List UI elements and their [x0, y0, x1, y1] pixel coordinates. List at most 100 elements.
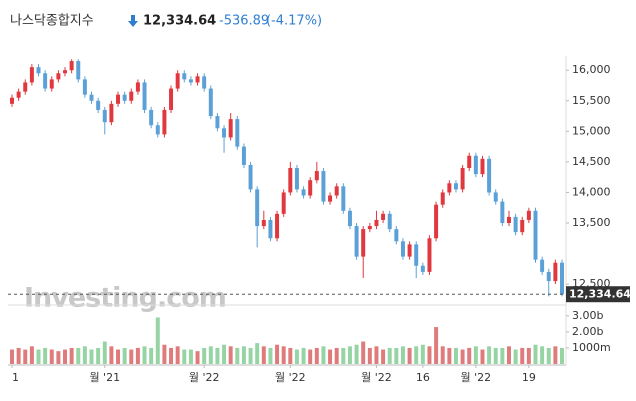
- volume-bar: [440, 346, 445, 364]
- volume-bar: [169, 347, 174, 364]
- candle-body: [182, 73, 187, 80]
- volume-bar: [553, 346, 558, 364]
- candle-body: [314, 171, 319, 181]
- candle-body: [520, 219, 525, 233]
- candle-body: [328, 195, 333, 202]
- volume-bar: [215, 347, 220, 364]
- candle-body: [414, 244, 419, 266]
- candle-body: [36, 67, 41, 74]
- candle-body: [507, 216, 511, 223]
- volume-bar: [453, 347, 458, 364]
- candle-body: [473, 155, 478, 175]
- candle-body: [29, 67, 34, 83]
- candle-body: [268, 219, 273, 239]
- volume-bar: [434, 327, 439, 364]
- candle-body: [407, 244, 412, 257]
- volume-bar: [374, 346, 379, 364]
- volume-bar: [467, 347, 472, 364]
- volume-bar: [281, 346, 286, 364]
- volume-bar: [321, 346, 326, 364]
- candle-body: [222, 128, 227, 138]
- volume-bar: [526, 347, 531, 364]
- volume-tick-label: 2.00b: [572, 325, 603, 338]
- x-tick-label: 19: [522, 371, 536, 384]
- volume-bar: [36, 349, 41, 364]
- candle-body: [255, 189, 260, 227]
- candle-body: [526, 210, 531, 220]
- candle-body: [394, 229, 399, 242]
- volume-bar: [381, 349, 386, 364]
- candle-body: [533, 210, 538, 260]
- volume-bar: [493, 347, 498, 364]
- volume-bar: [248, 347, 253, 364]
- x-tick-label: 월 '22: [275, 371, 306, 384]
- candle-body: [400, 241, 405, 257]
- volume-bar: [361, 341, 366, 364]
- y-tick-label: 14,000: [572, 185, 611, 198]
- volume-bar: [241, 346, 246, 364]
- volume-bar: [255, 343, 260, 364]
- candle-body: [341, 186, 346, 211]
- candle-body: [215, 116, 220, 129]
- candle-body: [155, 125, 160, 135]
- volume-bar: [546, 347, 551, 364]
- last-price-box: [566, 286, 630, 303]
- candle-body: [169, 88, 174, 110]
- candle-body: [149, 109, 154, 126]
- volume-bar: [480, 349, 485, 364]
- candle-body: [63, 70, 67, 74]
- volume-bar: [420, 344, 425, 364]
- volume-bar: [427, 346, 432, 364]
- candle-body: [500, 201, 505, 223]
- volume-bar: [82, 346, 87, 364]
- volume-bar: [182, 349, 187, 364]
- x-tick-label: 16: [416, 371, 430, 384]
- candle-body: [553, 262, 558, 282]
- y-tick-label: 15,500: [572, 94, 611, 107]
- volume-bar: [49, 349, 54, 364]
- volume-tick-label: 1000m: [572, 341, 611, 354]
- volume-bar: [89, 349, 94, 364]
- volume-bar: [195, 351, 200, 364]
- candle-body: [16, 91, 21, 98]
- volume-bar: [188, 349, 193, 364]
- volume-bar: [10, 349, 14, 364]
- volume-bar: [56, 351, 61, 364]
- candle-body: [467, 155, 472, 168]
- candle-body: [427, 238, 432, 272]
- candle-body: [546, 271, 551, 282]
- candle-body: [188, 79, 193, 83]
- volume-bar: [414, 346, 419, 364]
- volume-bar: [500, 347, 505, 364]
- candle-body: [560, 262, 564, 295]
- candle-body: [235, 119, 240, 147]
- candle-body: [308, 180, 313, 196]
- candle-body: [135, 82, 140, 92]
- candle-body: [361, 229, 366, 257]
- candle-body: [175, 73, 180, 89]
- candle-body: [434, 204, 439, 239]
- volume-bar: [142, 346, 147, 364]
- candle-body: [142, 82, 147, 110]
- volume-bar: [341, 347, 346, 364]
- volume-bar: [102, 341, 107, 364]
- candle-body: [69, 61, 74, 71]
- candle-body: [43, 73, 48, 89]
- x-tick-label: 1: [12, 371, 19, 384]
- candle-body: [420, 265, 425, 272]
- candle-body: [82, 79, 87, 95]
- volume-bar: [29, 346, 34, 364]
- volume-bar: [294, 349, 299, 364]
- volume-bar: [268, 347, 273, 364]
- volume-bar: [540, 346, 545, 364]
- volume-bar: [387, 347, 392, 364]
- candle-body: [294, 168, 299, 190]
- x-tick-label: 월 '22: [189, 371, 220, 384]
- volume-bar: [301, 347, 306, 364]
- candle-body: [241, 146, 246, 165]
- volume-bar: [149, 347, 154, 364]
- candle-body: [367, 226, 372, 230]
- candle-body: [321, 171, 326, 202]
- candle-body: [513, 216, 518, 233]
- volume-bar: [507, 346, 511, 364]
